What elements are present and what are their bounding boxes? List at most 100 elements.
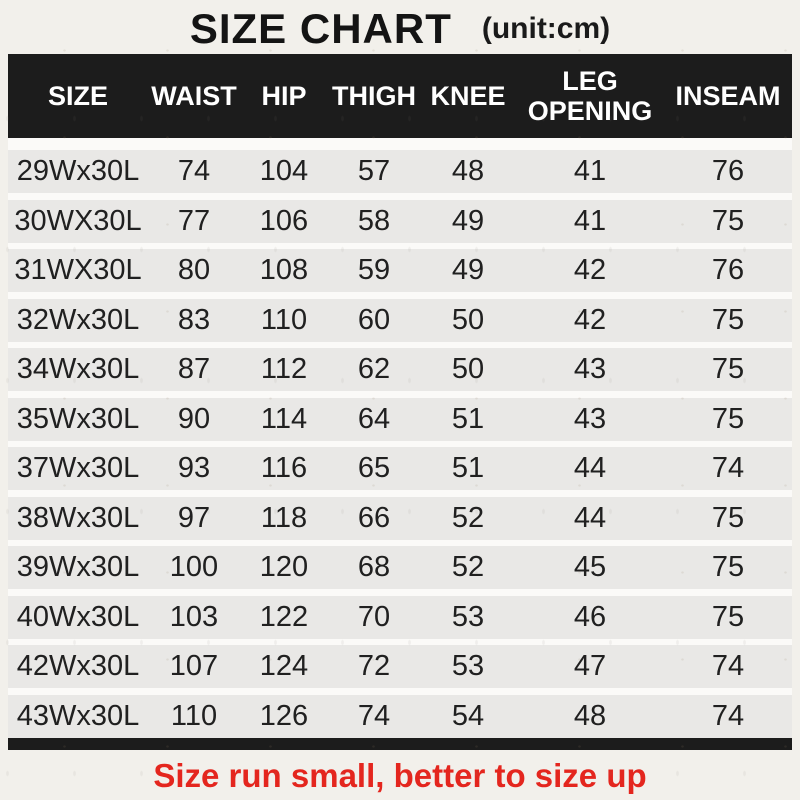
column-header-hip: HIP	[261, 80, 307, 111]
column-header-waist: WAIST	[151, 80, 237, 111]
size-cell: 43Wx30L	[16, 699, 140, 732]
value-cell: 53	[451, 600, 485, 633]
value-cell: 80	[177, 254, 211, 286]
size-note: Size run small, better to size up	[153, 756, 647, 794]
size-cell: 30WX30L	[14, 204, 142, 237]
table-row: 43Wx30L 110 126 74 54 48 74	[8, 694, 792, 738]
value-cell: 108	[259, 254, 309, 286]
value-cell: 48	[451, 155, 485, 187]
value-cell: 64	[357, 402, 391, 435]
value-cell: 42	[573, 254, 607, 286]
value-cell: 41	[573, 204, 607, 237]
value-cell: 57	[357, 155, 391, 187]
value-cell: 107	[169, 650, 219, 682]
value-cell: 65	[357, 452, 391, 484]
value-cell: 62	[357, 353, 391, 385]
value-cell: 106	[259, 204, 309, 237]
value-cell: 68	[357, 551, 391, 583]
value-cell: 77	[177, 204, 211, 237]
value-cell: 74	[711, 699, 745, 732]
table-row: 34Wx30L 87 112 62 50 43 75	[8, 348, 792, 391]
column-header-size: SIZE	[47, 80, 108, 111]
value-cell: 74	[177, 155, 211, 187]
value-cell: 120	[259, 551, 309, 583]
column-header-knee: KNEE	[430, 80, 506, 111]
size-cell: 42Wx30L	[16, 650, 140, 682]
value-cell: 58	[357, 204, 391, 237]
value-cell: 51	[451, 452, 485, 484]
value-cell: 104	[259, 155, 309, 187]
value-cell: 100	[169, 551, 219, 583]
value-cell: 75	[711, 402, 745, 435]
value-cell: 49	[451, 204, 485, 237]
value-cell: 114	[260, 402, 308, 435]
value-cell: 45	[573, 551, 607, 583]
value-cell: 59	[357, 254, 391, 286]
table-header-row: SIZE WAIST HIP THIGH KNEE LEG OPENING IN…	[8, 54, 792, 138]
value-cell: 116	[260, 452, 308, 484]
table-row: 35Wx30L 90 114 64 51 43 75	[8, 397, 792, 441]
value-cell: 43	[573, 402, 607, 435]
value-cell: 90	[177, 402, 211, 435]
value-cell: 60	[357, 303, 391, 336]
value-cell: 75	[711, 600, 745, 633]
page-title: SIZE CHART	[189, 5, 452, 52]
unit-label: (unit:cm)	[481, 12, 611, 45]
value-cell: 52	[451, 551, 485, 583]
table-row: 39Wx30L 100 120 68 52 45 75	[8, 546, 792, 589]
size-cell: 38Wx30L	[16, 501, 140, 534]
value-cell: 110	[170, 699, 218, 732]
column-header-leg-opening: LEG OPENING	[527, 65, 653, 126]
value-cell: 76	[711, 155, 745, 187]
column-header-inseam: INSEAM	[675, 80, 781, 111]
size-cell: 29Wx30L	[16, 155, 140, 187]
value-cell: 49	[451, 254, 485, 286]
value-cell: 51	[451, 402, 485, 435]
column-header-thigh: THIGH	[332, 80, 416, 111]
value-cell: 53	[451, 650, 485, 682]
value-cell: 87	[177, 353, 211, 385]
size-chart-table: SIZE WAIST HIP THIGH KNEE LEG OPENING IN…	[8, 54, 792, 738]
value-cell: 122	[259, 600, 309, 633]
size-table-body: 29Wx30L 74 104 57 48 41 76 30WX30L 77 106 58 49 41 75…	[8, 138, 792, 738]
value-cell: 50	[451, 353, 485, 385]
value-cell: 97	[177, 501, 211, 534]
table-bottom-bar	[8, 737, 792, 750]
table-row: 42Wx30L 107 124 72 53 47 74	[8, 645, 792, 688]
table-row: 40Wx30L 103 122 70 53 46 75	[8, 595, 792, 639]
value-cell: 54	[451, 699, 485, 732]
value-cell: 74	[711, 650, 745, 682]
value-cell: 76	[711, 254, 745, 286]
size-cell: 35Wx30L	[16, 402, 140, 435]
value-cell: 48	[573, 699, 607, 732]
value-cell: 93	[177, 452, 211, 484]
value-cell: 75	[711, 204, 745, 237]
table-row: 37Wx30L 93 116 65 51 44 74	[8, 447, 792, 490]
value-cell: 124	[259, 650, 309, 682]
size-cell: 31WX30L	[14, 254, 142, 286]
value-cell: 74	[357, 699, 391, 732]
value-cell: 74	[711, 452, 745, 484]
table-row: 30WX30L 77 106 58 49 41 75	[8, 199, 792, 243]
table-row: 31WX30L 80 108 59 49 42 76	[8, 249, 792, 292]
table-row: 29Wx30L 74 104 57 48 41 76	[8, 150, 792, 193]
value-cell: 118	[260, 501, 308, 534]
value-cell: 52	[451, 501, 485, 534]
value-cell: 44	[573, 452, 607, 484]
value-cell: 103	[169, 600, 219, 633]
value-cell: 112	[260, 353, 308, 385]
size-cell: 37Wx30L	[16, 452, 140, 484]
value-cell: 42	[573, 303, 607, 336]
value-cell: 75	[711, 303, 745, 336]
size-cell: 39Wx30L	[16, 551, 140, 583]
value-cell: 43	[573, 353, 607, 385]
chart-title-bar: SIZE CHART (unit:cm)	[0, 0, 800, 54]
value-cell: 75	[711, 551, 745, 583]
value-cell: 110	[260, 303, 308, 336]
value-cell: 44	[573, 501, 607, 534]
table-row: 32Wx30L 83 110 60 50 42 75	[8, 298, 792, 342]
value-cell: 75	[711, 501, 745, 534]
value-cell: 72	[357, 650, 391, 682]
value-cell: 75	[711, 353, 745, 385]
table-row: 38Wx30L 97 118 66 52 44 75	[8, 496, 792, 540]
